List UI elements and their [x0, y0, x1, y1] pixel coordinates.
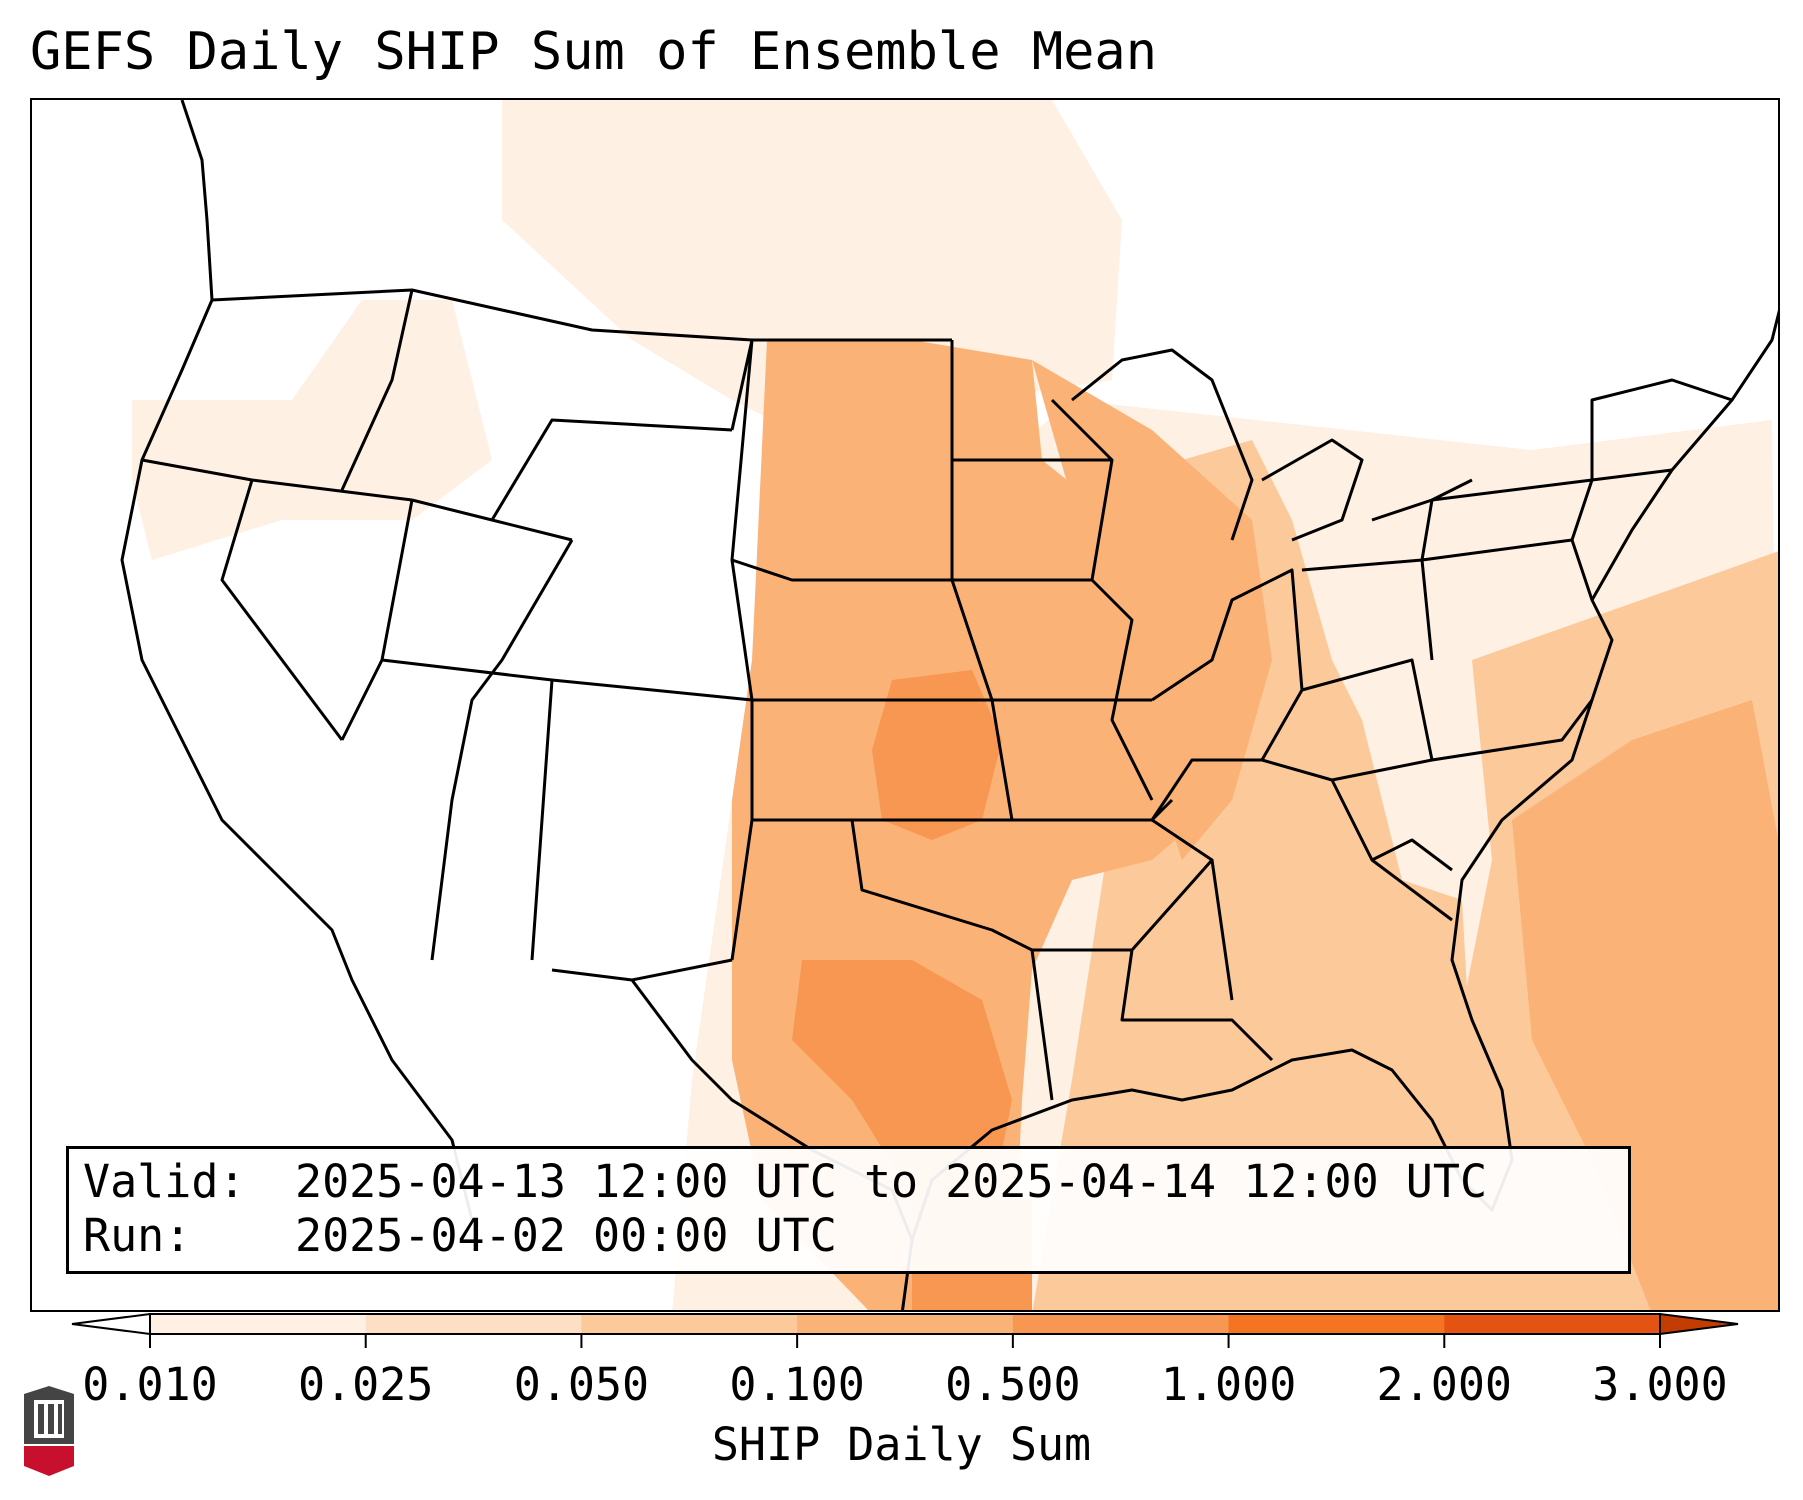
niu-logo — [24, 1386, 74, 1476]
state-lines — [141, 289, 1733, 1101]
run-label: Run: — [83, 1209, 192, 1262]
colorbar-label: SHIP Daily Sum — [711, 1418, 1092, 1471]
shading-oklahoma-max — [872, 670, 1002, 840]
valid-value: 2025-04-13 12:00 UTC to 2025-04-14 12:00… — [295, 1155, 1488, 1208]
colorbar-tick-label: 0.010 — [82, 1358, 218, 1411]
colorbar-tick-label: 2.000 — [1376, 1358, 1513, 1411]
colorbar-tick-label: 0.100 — [729, 1358, 865, 1411]
colorbar — [71, 1312, 1739, 1348]
map-panel — [30, 98, 1780, 1312]
valid-line: Valid: 2025-04-13 12:00 UTC to 2025-04-1… — [83, 1155, 1614, 1209]
colorbar-tick-label: 0.500 — [945, 1358, 1081, 1411]
colorbar-tick-labels: 0.010 0.025 0.050 0.100 0.500 1.000 2.000 3.000 — [0, 1358, 1803, 1411]
colorbar-tick-label: 1.000 — [1160, 1358, 1297, 1411]
state-borders-layer — [120, 100, 1778, 1310]
shading-northwest-light — [132, 300, 492, 560]
colorbar-segment-4 — [1012, 1314, 1230, 1334]
map-title: GEFS Daily SHIP Sum of Ensemble Mean — [30, 22, 1158, 82]
colorbar-segment-1 — [365, 1314, 582, 1334]
great-lakes — [1071, 348, 1473, 542]
colorbar-tick-label: 0.050 — [513, 1358, 650, 1411]
shading-western-light — [502, 100, 1122, 430]
colorbar-tick-label: 0.025 — [297, 1358, 434, 1411]
colorbar-tick-label: 3.000 — [1592, 1358, 1728, 1411]
valid-label: Valid: — [83, 1155, 246, 1208]
run-line: Run: 2025-04-02 00:00 UTC — [83, 1209, 1614, 1263]
colorbar-segment-3 — [797, 1314, 1014, 1334]
colorbar-segment-5 — [1228, 1314, 1445, 1334]
colorbar-segment-6 — [1444, 1314, 1661, 1334]
shading-atlantic-core — [1512, 700, 1778, 1310]
colorbar-segment-2 — [581, 1314, 798, 1334]
colorbar-segment-0 — [150, 1314, 367, 1334]
ship-shading-layer — [132, 100, 1778, 1310]
run-value: 2025-04-02 00:00 UTC — [295, 1209, 837, 1262]
colorbar-outline — [149, 1313, 1661, 1335]
colorbar-over-triangle — [1659, 1312, 1739, 1336]
us-canada-border — [211, 288, 952, 342]
colorbar-under-triangle — [71, 1312, 151, 1336]
map-canvas — [120, 100, 1778, 1310]
valid-run-box: Valid: 2025-04-13 12:00 UTC to 2025-04-1… — [66, 1146, 1631, 1274]
shading-glakes-core — [1032, 360, 1272, 860]
